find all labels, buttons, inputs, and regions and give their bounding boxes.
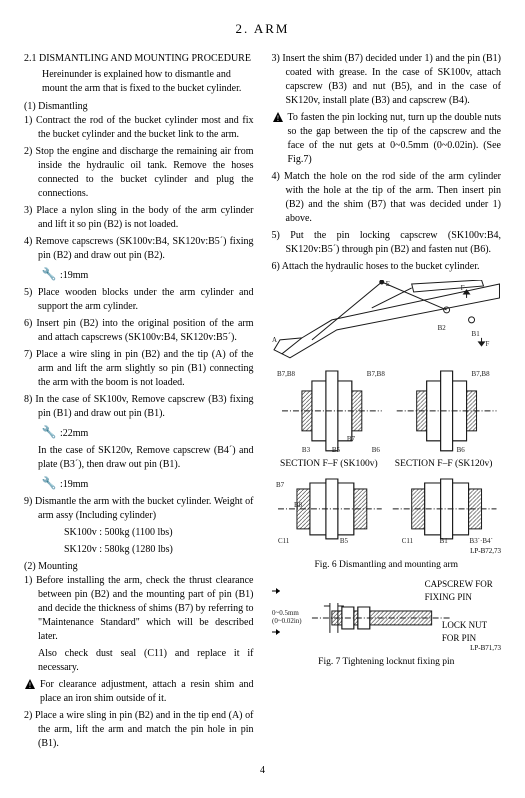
step-r5: 5) Put the pin locking capscrew (SK100v:… xyxy=(272,229,502,257)
wrench-note-3: 🔧:19mm xyxy=(24,475,254,492)
step-7: 7) Place a wire sling in pin (B2) and th… xyxy=(24,348,254,390)
page-title: 2. ARM xyxy=(24,20,501,38)
caution-text-r: To fasten the pin locking nut, turn up t… xyxy=(288,111,502,167)
step-1: 1) Contract the rod of the bucket cylind… xyxy=(24,114,254,142)
arm-diagram: A E F F B2 B1 xyxy=(272,280,502,360)
wrench-size: :19mm xyxy=(60,270,88,281)
caution-row: ! For clearance adjustment, attach a res… xyxy=(24,678,254,706)
step-2: 2) Stop the engine and discharge the rem… xyxy=(24,145,254,201)
wrench-icon: 🔧 xyxy=(38,266,60,283)
svg-text:B8: B8 xyxy=(293,501,302,509)
svg-text:(0~0.02in): (0~0.02in) xyxy=(272,617,302,625)
figure-6-lower: B7 B8 C11 B5 C11 B1 B3´·B4´ LP-B72,73 Fi… xyxy=(272,477,502,572)
svg-text:!: ! xyxy=(29,681,32,690)
step-8-sub: In the case of SK120v, Remove capscrew (… xyxy=(24,444,254,472)
step-r6: 6) Attach the hydraulic hoses to the buc… xyxy=(272,260,502,274)
figure-7: CAPSCREW FOR FIXING PIN 0~0.5mm (0~0.02i xyxy=(272,578,502,669)
right-column: 3) Insert the shim (B7) decided under 1)… xyxy=(272,52,502,754)
svg-text:B7: B7 xyxy=(275,481,284,489)
section-label-l: SECTION F–F (SK100v) xyxy=(272,458,387,471)
step-4: 4) Remove capscrews (SK100v:B4, SK120v:B… xyxy=(24,235,254,263)
arrow-icon xyxy=(272,627,438,637)
group-dismantling: (1) Dismantling xyxy=(24,100,254,114)
group-mounting: (2) Mounting xyxy=(24,560,254,574)
svg-text:C11: C11 xyxy=(277,537,289,545)
section-heading: 2.1 DISMANTLING AND MOUNTING PROCEDURE xyxy=(24,52,254,66)
warning-icon: ! xyxy=(24,678,36,690)
svg-text:B5: B5 xyxy=(339,537,348,545)
wrench-size: :19mm xyxy=(60,479,88,490)
svg-text:B7,B8: B7,B8 xyxy=(471,370,490,378)
wrench-icon: 🔧 xyxy=(38,424,60,441)
step-6: 6) Insert pin (B2) into the original pos… xyxy=(24,317,254,345)
svg-text:B1: B1 xyxy=(439,537,448,545)
step-r3: 3) Insert the shim (B7) decided under 1)… xyxy=(272,52,502,108)
locknut-label: LOCK NUT FOR PIN xyxy=(442,619,501,644)
page-number: 4 xyxy=(24,764,501,778)
section-labels: SECTION F–F (SK100v) SECTION F–F (SK120v… xyxy=(272,458,502,471)
mount-2: 2) Place a wire sling in pin (B2) and in… xyxy=(24,709,254,751)
warning-icon: ! xyxy=(272,111,284,123)
caution-text: For clearance adjustment, attach a resin… xyxy=(40,678,254,706)
fig7-ref: LP-B71,73 xyxy=(272,644,502,654)
svg-text:B3´·B4´: B3´·B4´ xyxy=(469,537,492,545)
label-A: A xyxy=(272,336,277,344)
figure-6-arm: A E F F B2 B1 xyxy=(272,280,502,360)
step-9: 9) Dismantle the arm with the bucket cyl… xyxy=(24,495,254,523)
mount-1b: Also check dust seal (C11) and replace i… xyxy=(24,647,254,675)
step-3: 3) Place a nylon sling in the body of th… xyxy=(24,204,254,232)
capscrew-label: CAPSCREW FOR FIXING PIN xyxy=(425,578,501,603)
intro-text: Hereinunder is explained how to dismantl… xyxy=(24,68,254,96)
wrench-icon: 🔧 xyxy=(38,475,60,492)
arrow-icon xyxy=(272,586,421,596)
svg-text:!: ! xyxy=(276,114,279,123)
step-8: 8) In the case of SK100v, Remove capscre… xyxy=(24,393,254,421)
section-views: B7,B8 B7,B8 B6 B5 B7 B3 B7,B8 B6 xyxy=(272,366,502,456)
weight-1: SK100v : 500kg (1100 lbs) xyxy=(24,526,254,540)
left-column: 2.1 DISMANTLING AND MOUNTING PROCEDURE H… xyxy=(24,52,254,754)
fig7-caption: Fig. 7 Tightening locknut fixing pin xyxy=(272,656,502,669)
weight-2: SK120v : 580kg (1280 lbs) xyxy=(24,543,254,557)
svg-text:B7,B8: B7,B8 xyxy=(276,370,295,378)
label-E: E xyxy=(385,280,389,288)
wrench-note-2: 🔧:22mm xyxy=(24,424,254,441)
caution-row-r: ! To fasten the pin locking nut, turn up… xyxy=(272,111,502,167)
two-column-layout: 2.1 DISMANTLING AND MOUNTING PROCEDURE H… xyxy=(24,52,501,754)
wrench-note-1: 🔧:19mm xyxy=(24,266,254,283)
label-F: F xyxy=(460,284,464,292)
step-5: 5) Place wooden blocks under the arm cyl… xyxy=(24,286,254,314)
label-F: F xyxy=(485,340,489,348)
section-label-r: SECTION F–F (SK120v) xyxy=(386,458,501,471)
svg-text:B7: B7 xyxy=(346,435,355,443)
svg-text:B6: B6 xyxy=(456,446,465,454)
label-B1: B1 xyxy=(471,330,480,338)
fig6-caption: Fig. 6 Dismantling and mounting arm xyxy=(272,559,502,572)
lower-sections: B7 B8 C11 B5 C11 B1 B3´·B4´ xyxy=(272,477,502,547)
figure-6-sections: B7,B8 B7,B8 B6 B5 B7 B3 B7,B8 B6 SECTION… xyxy=(272,366,502,471)
svg-text:C11: C11 xyxy=(401,537,413,545)
wrench-size: :22mm xyxy=(60,428,88,439)
step-r4: 4) Match the hole on the rod side of the… xyxy=(272,170,502,226)
label-B2: B2 xyxy=(437,324,446,332)
fig6-ref: LP-B72,73 xyxy=(272,547,502,557)
svg-text:B6: B6 xyxy=(371,446,380,454)
svg-text:0~0.5mm: 0~0.5mm xyxy=(272,609,299,617)
mount-1: 1) Before installing the arm, check the … xyxy=(24,574,254,644)
svg-text:B7,B8: B7,B8 xyxy=(366,370,385,378)
svg-text:B5: B5 xyxy=(331,446,340,454)
svg-text:B3: B3 xyxy=(301,446,310,454)
